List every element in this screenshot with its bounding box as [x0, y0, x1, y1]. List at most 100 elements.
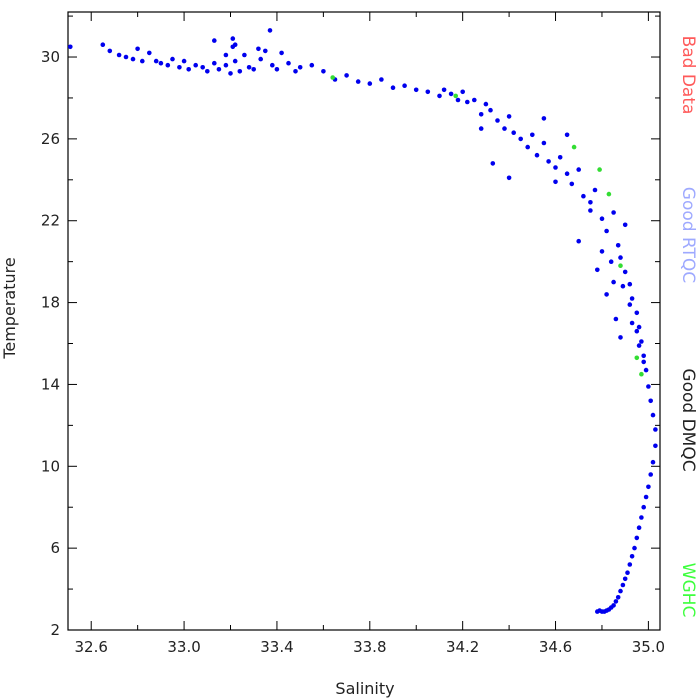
data-point [242, 52, 247, 58]
scatter-points [68, 28, 658, 614]
data-point [478, 126, 484, 131]
data-point [425, 89, 431, 95]
data-point [629, 320, 635, 326]
data-point [223, 52, 229, 58]
data-point [634, 310, 640, 316]
data-point [246, 65, 252, 70]
data-point [553, 179, 558, 185]
data-point [158, 60, 164, 66]
data-point [632, 545, 637, 551]
series-1 [330, 75, 644, 377]
data-point [576, 167, 581, 172]
data-point [541, 140, 547, 146]
data-point [153, 58, 159, 64]
data-point [140, 58, 145, 64]
data-point [309, 62, 315, 68]
data-point [613, 599, 619, 604]
data-point [165, 62, 171, 68]
data-point [643, 494, 649, 500]
data-point [641, 359, 646, 365]
data-point [597, 167, 602, 172]
legend-entry: WGHC [678, 563, 698, 618]
data-point [453, 93, 459, 99]
data-point [629, 296, 635, 301]
x-tick-label: 32.6 [75, 638, 108, 656]
data-point [636, 343, 642, 348]
data-point [68, 44, 73, 50]
data-point [622, 222, 628, 228]
data-point [569, 181, 575, 187]
data-point [483, 101, 489, 107]
data-point [627, 281, 633, 287]
data-point [205, 69, 210, 74]
data-point [200, 65, 205, 70]
data-point [130, 56, 136, 62]
data-point [611, 210, 616, 215]
data-point [297, 65, 303, 70]
data-point [646, 484, 651, 490]
data-point [613, 316, 619, 322]
data-point [478, 112, 484, 117]
data-point [135, 46, 140, 52]
data-point [588, 200, 593, 205]
data-point [490, 161, 496, 166]
data-point [599, 216, 605, 221]
data-point [274, 67, 280, 72]
data-point [641, 353, 646, 359]
data-point [653, 443, 658, 449]
data-point [599, 249, 605, 254]
legend-entry: Good DMQC [678, 368, 698, 471]
data-point [506, 114, 512, 119]
data-point [502, 126, 507, 131]
data-point [116, 52, 122, 58]
data-point [639, 515, 644, 520]
data-point [634, 535, 640, 541]
x-tick-label: 33.8 [353, 638, 386, 656]
data-point [595, 609, 600, 614]
data-point [618, 588, 623, 594]
y-tick-label: 2 [50, 621, 60, 639]
x-tick-label: 33.0 [167, 638, 200, 656]
data-point [611, 279, 616, 285]
data-point [147, 50, 152, 56]
data-point [472, 97, 477, 103]
data-point [223, 62, 229, 68]
data-point [546, 159, 551, 164]
x-axis-label: Salinity [335, 679, 394, 698]
x-tick-label: 34.6 [539, 638, 572, 656]
data-point [448, 91, 454, 97]
data-point [181, 58, 187, 64]
data-point [622, 269, 628, 275]
data-point [620, 283, 626, 289]
x-tick-label: 35.0 [632, 638, 665, 656]
data-point [646, 384, 651, 389]
data-point [460, 89, 466, 95]
data-point [627, 302, 633, 307]
data-point [525, 144, 530, 150]
data-point [212, 38, 217, 43]
data-point [230, 36, 236, 41]
data-point [379, 77, 384, 82]
data-point [495, 118, 500, 123]
data-point [553, 165, 558, 170]
data-point [270, 62, 275, 68]
data-point [604, 228, 609, 234]
data-point [344, 73, 349, 78]
y-tick-label: 26 [41, 130, 60, 148]
data-point [557, 155, 563, 160]
data-point [256, 46, 261, 52]
data-point [576, 238, 581, 244]
data-point [636, 525, 642, 530]
data-point [650, 459, 656, 465]
data-point [653, 427, 658, 432]
data-point [232, 42, 238, 47]
data-point [170, 56, 175, 62]
data-point [237, 69, 243, 74]
data-point [390, 85, 396, 90]
data-point [629, 554, 635, 559]
data-point [518, 136, 523, 142]
y-tick-label: 10 [41, 457, 60, 475]
legend-entry: Good RTQC [678, 187, 698, 283]
data-point [177, 65, 182, 70]
